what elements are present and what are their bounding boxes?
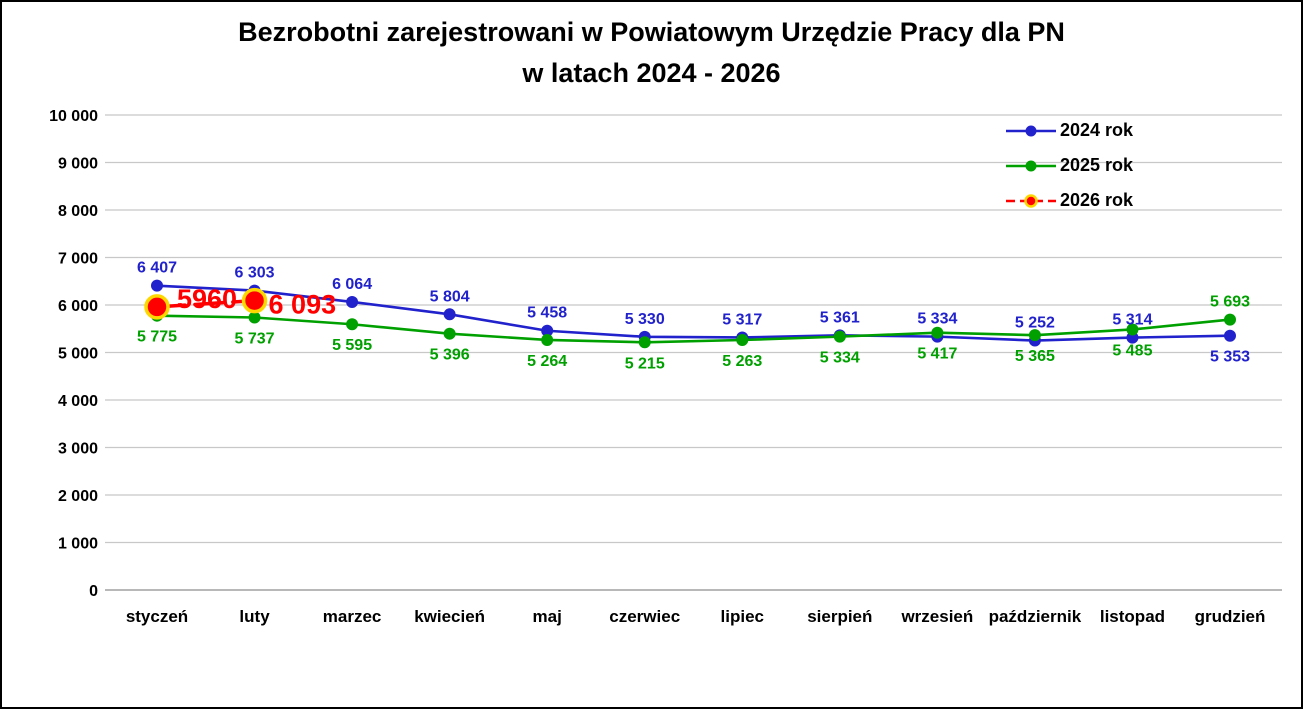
legend-item-2026-rok: 2026 rok <box>1005 183 1133 218</box>
data-label-2025-rok: 5 595 <box>332 337 372 354</box>
y-tick-label: 7 000 <box>58 251 98 268</box>
data-label-2025-rok: 5 264 <box>527 353 567 370</box>
legend-item-2024-rok: 2024 rok <box>1005 113 1133 148</box>
y-tick-label: 5 000 <box>58 346 98 363</box>
data-label-2025-rok: 5 396 <box>430 347 470 364</box>
chart-legend: 2024 rok 2025 rok 2026 rok <box>1005 113 1133 218</box>
x-axis-label-wrzesień: wrzesień <box>900 607 973 626</box>
data-label-2024-rok: 5 458 <box>527 305 567 322</box>
data-label-2026-rok: 5960 <box>177 284 237 314</box>
legend-item-2025-rok: 2025 rok <box>1005 148 1133 183</box>
x-axis-label-październik: październik <box>989 607 1082 626</box>
legend-swatch-icon <box>1006 125 1056 136</box>
data-label-2025-rok: 5 334 <box>820 350 860 367</box>
y-tick-label: 3 000 <box>58 441 98 458</box>
legend-label: 2025 rok <box>1060 155 1134 175</box>
data-label-2024-rok: 6 064 <box>332 276 372 293</box>
data-point-2025-rok <box>833 330 846 343</box>
chart-title-line1: Bezrobotni zarejestrowani w Powiatowym U… <box>238 17 1065 47</box>
data-label-2024-rok: 6 303 <box>235 265 275 282</box>
data-point-2025-rok <box>346 318 359 331</box>
chart-title-line2: w latach 2024 - 2026 <box>522 57 781 88</box>
data-label-2025-rok: 5 215 <box>625 355 665 372</box>
data-label-2024-rok: 5 804 <box>430 288 470 305</box>
data-point-2025-rok <box>1126 323 1139 336</box>
x-axis-label-sierpień: sierpień <box>807 607 872 626</box>
data-point-2024-rok <box>151 279 163 292</box>
data-label-2024-rok: 5 361 <box>820 309 860 326</box>
data-label-2024-rok: 5 353 <box>1210 349 1250 366</box>
data-point-2024-rok <box>346 295 359 308</box>
data-label-2025-rok: 5 417 <box>917 346 957 363</box>
data-point-2025-rok <box>1028 329 1041 342</box>
data-label-2024-rok: 6 407 <box>137 260 177 277</box>
y-tick-label: 6 000 <box>58 298 98 315</box>
data-point-2025-rok <box>638 336 651 349</box>
x-axis-label-styczeń: styczeń <box>126 607 188 626</box>
y-tick-label: 10 000 <box>49 108 98 125</box>
data-label-2025-rok: 5 775 <box>137 329 177 346</box>
data-label-2026-rok: 6 093 <box>269 290 337 320</box>
data-label-2024-rok: 5 334 <box>917 311 957 328</box>
data-point-2024-rok <box>443 308 456 321</box>
y-tick-label: 0 <box>89 583 98 600</box>
x-axis-label-luty: luty <box>239 607 270 626</box>
data-label-2025-rok: 5 693 <box>1210 294 1250 311</box>
data-point-2025-rok <box>931 326 944 339</box>
x-axis-label-kwiecień: kwiecień <box>414 607 485 626</box>
data-label-2024-rok: 5 314 <box>1112 312 1152 329</box>
x-axis-label-lipiec: lipiec <box>721 607 764 626</box>
legend-label: 2026 rok <box>1060 190 1134 210</box>
legend-swatch-icon <box>1006 193 1056 208</box>
data-point-2026-rok <box>241 287 268 314</box>
data-label-2025-rok: 5 737 <box>235 330 275 347</box>
data-point-2025-rok <box>736 334 749 347</box>
y-tick-label: 4 000 <box>58 393 98 410</box>
data-label-2024-rok: 5 252 <box>1015 315 1055 332</box>
legend-swatch-icon <box>1006 160 1056 171</box>
data-label-2025-rok: 5 365 <box>1015 348 1055 365</box>
data-point-2025-rok <box>248 311 261 324</box>
y-tick-label: 9 000 <box>58 156 98 173</box>
chart-title: Bezrobotni zarejestrowani w Powiatowym U… <box>2 12 1301 93</box>
series-line-2024-rok <box>155 284 1232 342</box>
y-tick-label: 8 000 <box>58 203 98 220</box>
series-line-2025-rok <box>155 314 1232 344</box>
x-axis-label-grudzień: grudzień <box>1195 607 1266 626</box>
y-tick-label: 2 000 <box>58 488 98 505</box>
data-point-2024-rok <box>541 324 554 337</box>
data-label-2024-rok: 5 317 <box>722 311 762 328</box>
data-point-2024-rok <box>1223 329 1236 342</box>
data-label-2024-rok: 5 330 <box>625 311 665 328</box>
data-label-2025-rok: 5 263 <box>722 353 762 370</box>
data-point-2025-rok <box>1223 313 1236 326</box>
series-line-2026-rok <box>155 298 257 309</box>
x-axis-label-marzec: marzec <box>323 607 382 626</box>
data-point-2025-rok <box>541 333 554 346</box>
y-tick-label: 1 000 <box>58 536 98 553</box>
legend-label: 2024 rok <box>1060 120 1134 140</box>
x-axis-label-czerwiec: czerwiec <box>609 607 680 626</box>
data-point-2025-rok <box>443 327 456 340</box>
x-axis-label-listopad: listopad <box>1100 607 1165 626</box>
data-point-2026-rok <box>144 294 170 320</box>
x-axis-label-maj: maj <box>533 607 562 626</box>
data-label-2025-rok: 5 485 <box>1112 342 1152 359</box>
